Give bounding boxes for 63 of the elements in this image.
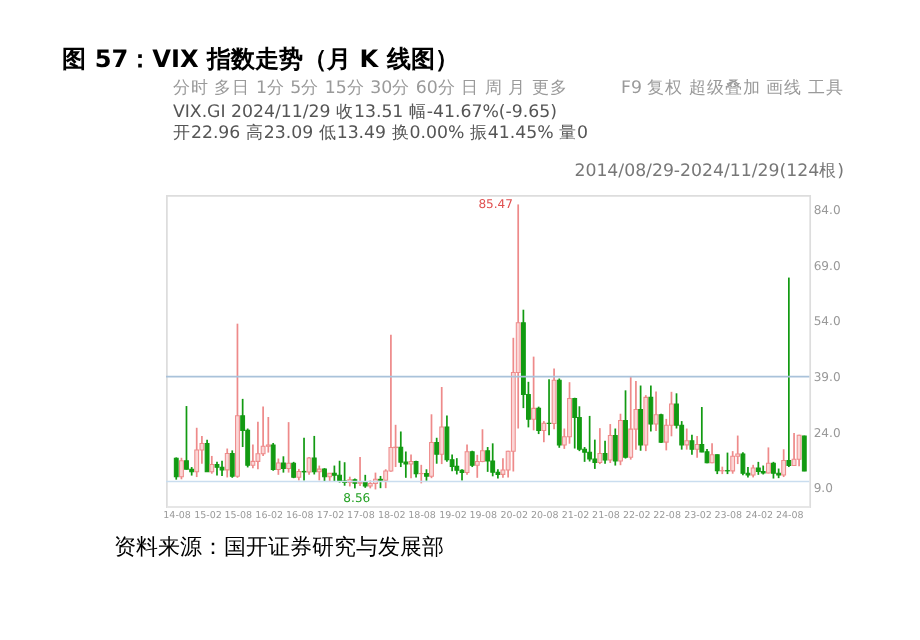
candlestick: [311, 435, 317, 476]
candlestick: [204, 438, 210, 473]
candlestick: [270, 442, 276, 472]
candlestick: [653, 390, 659, 432]
candlestick: [301, 436, 307, 482]
candlestick: [536, 405, 542, 435]
candlestick: [434, 436, 440, 465]
candlestick: [714, 453, 720, 475]
candlestick: [286, 421, 292, 474]
candlestick: [612, 427, 618, 467]
candlestick: [607, 423, 613, 464]
candlestick: [643, 394, 649, 452]
candlestick: [597, 427, 603, 465]
candlestick: [786, 276, 792, 468]
candlestick: [791, 432, 797, 467]
candlestick: [439, 386, 445, 465]
candlestick: [337, 459, 343, 484]
candlestick: [224, 447, 230, 479]
text: 2014/08/29-2024/11/29(124根): [574, 160, 844, 183]
candlestick: [628, 376, 634, 461]
candlestick: [490, 442, 496, 478]
candlestick: [658, 412, 664, 444]
candlestick: [429, 413, 434, 480]
candlestick: [725, 451, 730, 475]
candlestick: [623, 389, 628, 460]
candlestick: [194, 426, 200, 478]
candlestick: [618, 412, 623, 467]
candlestick: [689, 433, 695, 456]
candlestick: [342, 461, 348, 487]
candlestick: [551, 367, 557, 431]
candlestick: [765, 446, 771, 475]
candlestick: [638, 384, 644, 452]
candlestick: [567, 381, 572, 445]
candlestick: [684, 427, 690, 451]
candlestick: [796, 433, 802, 468]
candlestick: [801, 434, 807, 473]
candlestick: [444, 414, 450, 463]
text: F9 复权 超级叠加 画线 工具: [621, 77, 844, 100]
candlestick: [719, 465, 725, 475]
candlestick: [740, 451, 746, 477]
candlestick: [546, 378, 552, 437]
candlestick: [474, 453, 480, 479]
candlestick: [357, 456, 363, 487]
candlestick: [572, 396, 578, 450]
chart-title: 图 57：VIX 指数走势（月 K 线图）: [62, 45, 459, 74]
candlestick: [648, 384, 654, 433]
candlestick: [464, 443, 470, 476]
candlestick: [408, 453, 414, 480]
candlestick: [184, 405, 189, 471]
text: 资料来源：国开证券研究与发展部: [114, 533, 445, 560]
candlestick: [485, 446, 491, 473]
candlestick: [531, 355, 537, 432]
candlestick: [418, 463, 424, 485]
candlestick: [587, 415, 593, 463]
candlestick: [229, 449, 235, 479]
candlestick: [781, 448, 787, 478]
text: 分时 多日 1分 5分 15分 30分 60分 日 周 月 更多: [172, 77, 568, 100]
text: VIX.GI 2024/11/29 收13.51 幅-41.67%(-9.65) 开22.96 高23.09 低13.49 换0.00% 振41.45% 量0: [172, 101, 589, 144]
candlestick: [602, 439, 608, 465]
candlestick: [173, 456, 179, 481]
candlestick: [541, 420, 547, 444]
candlestick: [500, 457, 506, 479]
candlestick: [179, 456, 184, 481]
